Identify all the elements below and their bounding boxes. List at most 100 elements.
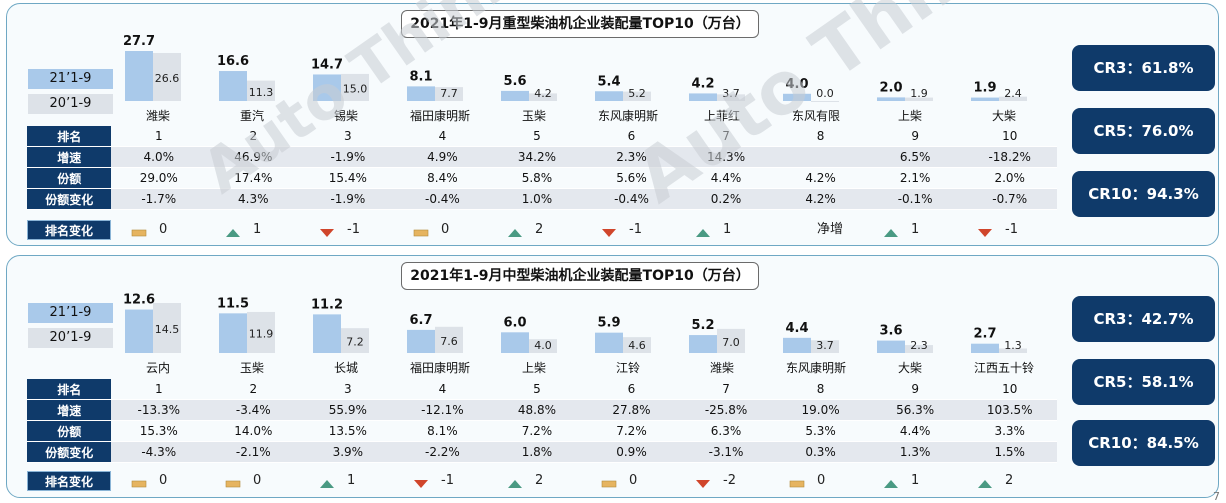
cr10-badge: CR10：94.3% [1072, 171, 1215, 217]
table-row-share: 份额 15.3% 14.0% 13.5% 8.1% 7.2% 7.2% 6.3% 5.3% 4.4… [27, 420, 1057, 442]
cr10-badge: CR10：84.5% [1072, 420, 1215, 466]
table-cell: -3.4% [206, 399, 301, 421]
value-label-current: 8.1 [409, 69, 432, 84]
triangle-up [320, 480, 334, 488]
bar-current-2 [313, 74, 341, 101]
table-cell: -4.3% [111, 441, 207, 463]
arrow-up-icon [508, 229, 522, 237]
table-cell: 4.2% [773, 188, 868, 210]
bar-previous-3 [435, 87, 463, 101]
table-cell: 15.4% [300, 167, 396, 189]
table-cell: 1.8% [489, 441, 585, 463]
bar-previous-1 [247, 80, 275, 101]
rank-change-icon [977, 225, 993, 245]
table-cell: 10 [962, 126, 1057, 147]
table-cell: -1.7% [111, 188, 207, 210]
value-label-previous: 14.5 [155, 323, 180, 336]
bar-previous-6 [717, 328, 745, 353]
rank-change-cell: 0 [121, 220, 215, 240]
rank-change-cell: 0 [121, 471, 215, 491]
table-cell: 27.8% [584, 399, 679, 421]
arrow-up-icon [884, 229, 898, 237]
rank-change-value: 0 [817, 473, 826, 488]
triangle-up [884, 480, 898, 488]
rank-change-cell: 0 [215, 471, 309, 491]
bar-previous-6 [717, 94, 745, 101]
legend-previous-year: 20’1-9 [28, 328, 113, 348]
table-cell: 5 [489, 379, 585, 400]
table-cell: 8 [773, 379, 868, 400]
table-cell: -0.7% [962, 188, 1057, 210]
cr3-badge: CR3：42.7% [1072, 296, 1215, 342]
no-change-icon [225, 480, 241, 488]
table-cell: 4.0% [111, 146, 207, 168]
rank-change-value: 净增 [817, 222, 844, 237]
triangle-down [414, 480, 428, 488]
arrow-up-icon [508, 480, 522, 488]
medium-diesel-panel: 2021年1-9月中型柴油机企业装配量TOP10（万台） 21’1-9 20’1… [6, 255, 1219, 498]
bar-current-9 [971, 343, 999, 353]
table-cell: 0.9% [584, 441, 679, 463]
row-header: 份额 [27, 420, 112, 442]
rank-change-cell: 1 [873, 220, 967, 240]
chart-title: 2021年1-9月中型柴油机企业装配量TOP10（万台） [401, 262, 759, 290]
bar-current-4 [501, 90, 529, 101]
table-cell: 3 [300, 126, 396, 147]
no-change-icon [789, 480, 805, 488]
value-label-previous: 1.9 [910, 87, 928, 100]
table-cell: 8.4% [395, 167, 490, 189]
rank-change-cell: 0 [779, 471, 873, 491]
table-cell: 56.3% [867, 399, 963, 421]
rank-change-value: 0 [159, 222, 168, 237]
table-cell: 6.3% [678, 420, 774, 442]
value-label-previous: 4.0 [534, 339, 552, 352]
bar-current-0 [125, 309, 153, 353]
value-label-previous: 7.2 [346, 336, 364, 349]
table-cell: 14.0% [206, 420, 301, 442]
table-cell: 8.1% [395, 420, 490, 442]
value-label-current: 2.7 [973, 327, 996, 342]
bar-previous-9 [999, 348, 1027, 353]
rank-change-icon [601, 476, 617, 496]
rank-change-value: 0 [159, 473, 168, 488]
value-label-previous: 3.7 [816, 339, 834, 352]
category-label: 东风康明斯 [597, 109, 658, 123]
table-cell: 4.9% [395, 146, 490, 168]
bar-current-9 [971, 97, 999, 101]
table-cell: 7.2% [584, 420, 679, 442]
rank-change-value: 1 [911, 473, 920, 488]
table-cell: -0.4% [584, 188, 679, 210]
value-label-current: 14.7 [311, 57, 343, 72]
table-cell: 4.3% [206, 188, 301, 210]
arrow-up-icon [696, 229, 710, 237]
rank-change-icon [883, 225, 899, 245]
bar-current-2 [313, 314, 341, 353]
bar-current-6 [689, 93, 717, 101]
flat-bar [131, 229, 147, 237]
category-label: 大柴 [897, 361, 922, 375]
table-cell: 7.2% [489, 420, 585, 442]
value-label-current: 27.7 [123, 34, 155, 49]
rank-change-icon [319, 476, 335, 496]
bar-current-5 [595, 91, 623, 101]
table-cell: 13.5% [300, 420, 396, 442]
bar-previous-2 [341, 73, 369, 101]
table-cell: -1.9% [300, 188, 396, 210]
table-cell: 2.0% [962, 167, 1057, 189]
rank-change-value: 1 [347, 473, 356, 488]
value-label-previous: 15.0 [343, 82, 368, 95]
table-cell: 10 [962, 379, 1057, 400]
category-label: 上柴 [897, 109, 922, 123]
table-cell: 6 [584, 379, 679, 400]
table-cell: 15.3% [111, 420, 207, 442]
category-label: 江铃 [615, 361, 640, 375]
rank-change-cell: 0 [403, 220, 497, 240]
rank-change-cell: 0 [591, 471, 685, 491]
bar-previous-2 [341, 328, 369, 353]
arrow-down-icon [414, 480, 428, 488]
rank-change-cell: 1 [685, 220, 779, 240]
table-cell: 4.4% [678, 167, 774, 189]
triangle-up [508, 229, 522, 237]
table-cell: 1.0% [489, 188, 585, 210]
rank-change-value: -1 [441, 473, 454, 488]
